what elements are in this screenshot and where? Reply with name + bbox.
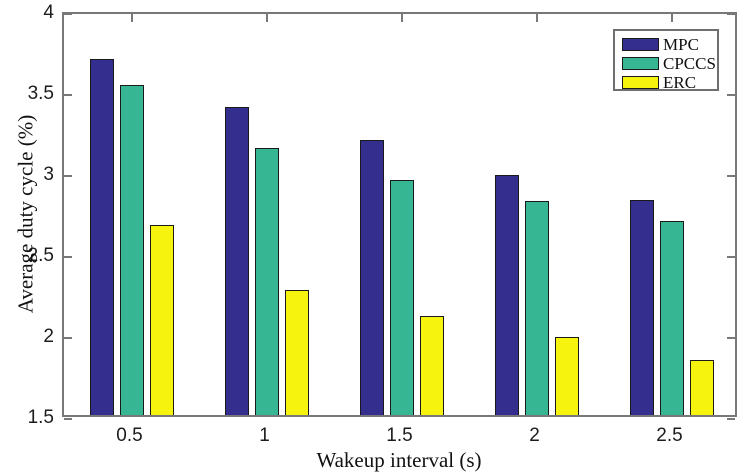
bar-CPCCS-2.5 [659,220,684,415]
y-tick-label: 2.5 [27,245,54,266]
y-tick-left [64,13,72,15]
x-tick-top [130,14,133,22]
bar-CPCCS-2 [524,201,549,415]
x-tick-top [670,14,673,22]
y-tick-label: 2 [43,326,54,347]
y-tick-label: 1.5 [27,407,54,428]
y-tick-left [64,94,72,96]
y-tick-left [64,256,72,258]
legend-item-MPC: MPC [622,36,717,53]
y-tick-label: 3.5 [27,83,54,104]
legend-label-CPCCS: CPCCS [663,54,716,73]
x-tick-label: 0.5 [116,425,143,446]
y-tick-right [727,418,735,420]
bar-MPC-1.5 [359,139,384,415]
legend-label-ERC: ERC [663,73,697,92]
bar-ERC-2.5 [689,359,714,415]
x-axis-title: Wakeup interval (s) [316,448,482,472]
y-tick-right [727,13,735,15]
legend-item-CPCCS: CPCCS [622,55,717,72]
bar-MPC-1 [224,107,249,415]
y-tick-right [727,175,735,177]
bar-ERC-2 [554,337,579,415]
bar-ERC-1.5 [419,316,444,415]
legend-swatch-CPCCS [622,57,659,70]
x-tick-label: 2.5 [656,425,683,446]
legend: MPC CPCCS ERC [613,29,719,91]
legend-swatch-ERC [622,76,659,89]
y-tick-label: 4 [43,2,54,23]
bar-CPCCS-0.5 [119,84,144,415]
x-tick-label: 2 [529,425,540,446]
legend-swatch-MPC [622,38,659,51]
bar-CPCCS-1 [254,147,279,415]
y-axis-title: Average duty cycle (%) [13,114,38,314]
x-tick-top [400,14,403,22]
x-tick-label: 1.5 [386,425,413,446]
legend-label-MPC: MPC [663,35,699,54]
y-tick-label: 3 [43,164,54,185]
bar-ERC-0.5 [149,225,174,415]
y-tick-right [727,256,735,258]
y-tick-left [64,337,72,339]
x-tick-top [265,14,268,22]
bar-CPCCS-1.5 [389,180,414,415]
y-tick-right [727,94,735,96]
x-tick-label: 1 [259,425,270,446]
bar-ERC-1 [284,290,309,415]
legend-item-ERC: ERC [622,74,717,91]
y-tick-left [64,418,72,420]
bar-MPC-0.5 [89,58,114,415]
y-tick-left [64,175,72,177]
x-tick-top [535,14,538,22]
bar-MPC-2.5 [629,199,654,415]
bar-MPC-2 [494,175,519,415]
y-tick-right [727,337,735,339]
